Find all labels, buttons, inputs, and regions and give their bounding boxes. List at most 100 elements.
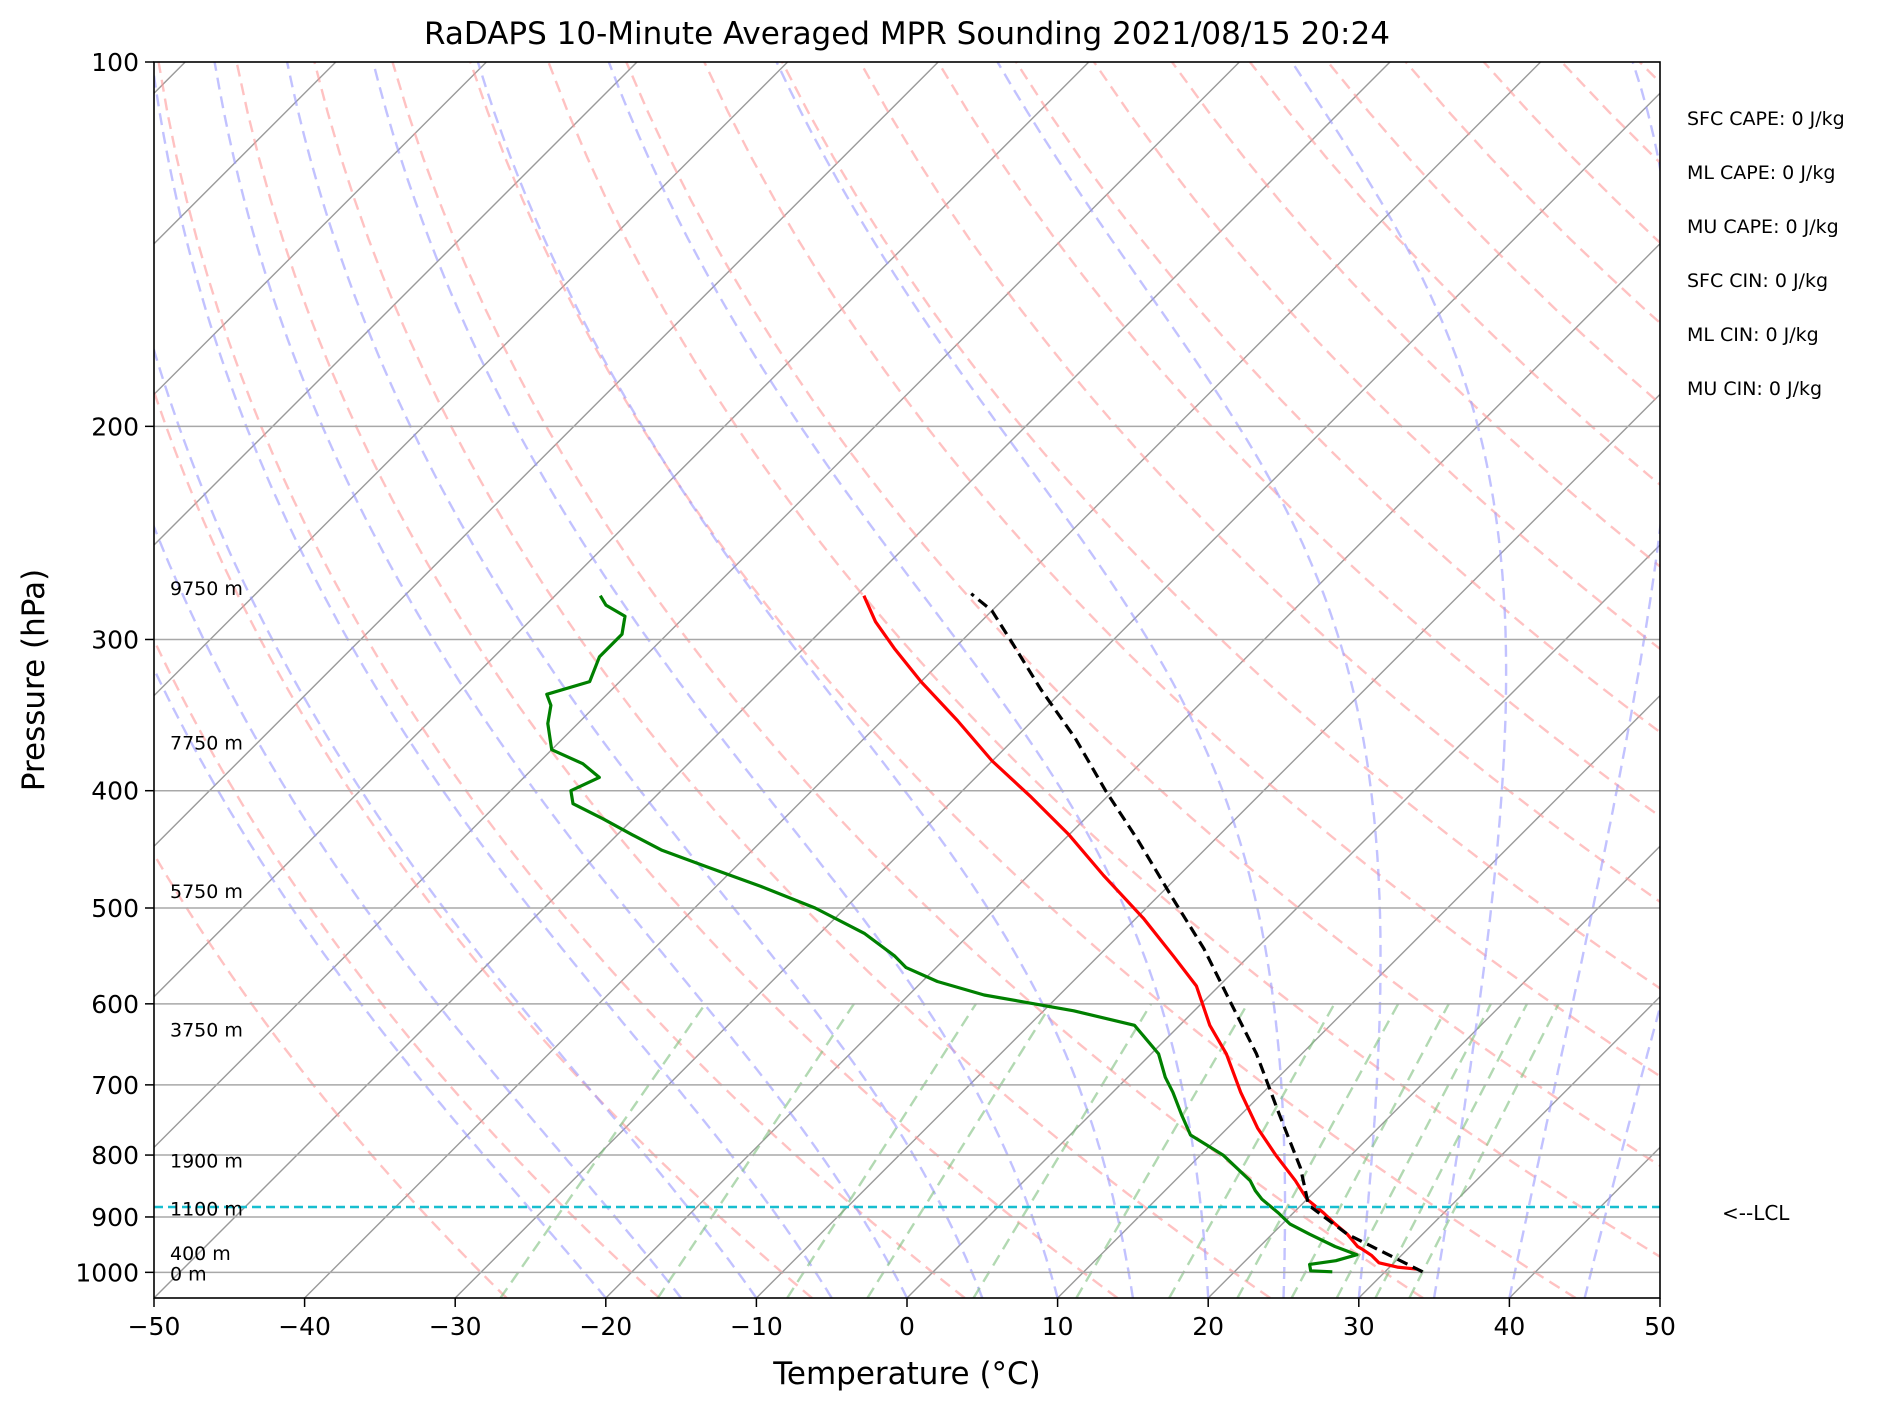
- moist-adiabat-line: [213, 62, 909, 1298]
- dry-adiabat-line: [154, 852, 508, 1298]
- dry-adiabat-line: [154, 387, 813, 1298]
- moist-adiabat-line: [476, 62, 1135, 1298]
- moist-adiabat-line: [154, 666, 607, 1298]
- isotherm-line: [1057, 694, 1660, 1298]
- isotherm-line: [154, 62, 939, 848]
- isotherm-line: [154, 62, 1090, 998]
- x-tick-label: −10: [730, 1312, 783, 1341]
- x-tick-label: −20: [579, 1312, 632, 1341]
- isotherm-line: [454, 92, 1660, 1298]
- moist-adiabat-line: [607, 62, 1210, 1298]
- moist-adiabat-line: [154, 66, 833, 1298]
- x-tick-label: −30: [429, 1312, 482, 1341]
- background-lines: [154, 62, 1660, 1298]
- y-tick-label: 500: [91, 894, 139, 923]
- height-label: 1100 m: [170, 1199, 243, 1221]
- dry-adiabat-line: [1560, 62, 1660, 165]
- x-tick-label: 40: [1493, 1312, 1525, 1341]
- isotherm-line: [154, 62, 1240, 1149]
- y-tick-label: 100: [91, 48, 139, 77]
- moist-adiabat-line: [1583, 1002, 1660, 1298]
- x-tick-label: 50: [1644, 1312, 1676, 1341]
- dry-adiabat-line: [1404, 62, 1660, 325]
- moist-adiabat-line: [154, 523, 683, 1298]
- mixing-ratio-line: [499, 1003, 707, 1298]
- y-tick-label: 900: [91, 1203, 139, 1232]
- dry-adiabat-line: [1093, 62, 1660, 651]
- dry-adiabat-line: [547, 62, 1660, 1259]
- isotherm-line: [1207, 845, 1660, 1298]
- moist-adiabat-line: [1508, 62, 1660, 1298]
- dry-adiabat-line: [391, 62, 1424, 1298]
- isotherm-line: [1358, 995, 1660, 1298]
- y-tick-label: 200: [91, 412, 139, 441]
- dewpoint-line: [545, 594, 1359, 1274]
- moist-adiabat-line: [775, 62, 1287, 1298]
- x-tick-label: −50: [128, 1312, 181, 1341]
- height-label: 9750 m: [170, 578, 243, 600]
- height-label: 1900 m: [170, 1150, 243, 1172]
- x-tick-label: −40: [278, 1312, 331, 1341]
- height-label: 5750 m: [170, 881, 243, 903]
- height-label: 3750 m: [170, 1019, 243, 1041]
- dry-adiabat-line: [469, 62, 1577, 1298]
- parcel-line: [970, 592, 1424, 1274]
- y-axis-ticks: 100 200 300 400 500 600 700 800 900 1000: [75, 48, 154, 1287]
- mixing-ratio-line: [1408, 1003, 1560, 1298]
- x-axis-ticks: −50 −40 −30 −20 −10 0 10 20 30 40 50: [128, 1298, 1676, 1341]
- y-tick-label: 800: [91, 1141, 139, 1170]
- height-label: 400 m: [170, 1243, 231, 1265]
- dry-adiabat-line: [1248, 62, 1660, 487]
- chart-title: RaDAPS 10-Minute Averaged MPR Sounding 2…: [424, 16, 1390, 52]
- isotherm-line: [154, 62, 1391, 1298]
- mixing-ratio-line: [972, 1003, 1153, 1298]
- dry-adiabat-line: [937, 62, 1660, 818]
- dry-adiabat-line: [1638, 62, 1660, 85]
- isotherm-line: [304, 62, 1542, 1298]
- isotherm-line: [154, 62, 638, 546]
- height-label: 0 m: [170, 1263, 207, 1285]
- isotherm-line: [1659, 1297, 1660, 1298]
- moist-adiabat-line: [1290, 62, 1508, 1298]
- mixing-ratio-line: [1374, 1003, 1529, 1298]
- isotherm-line: [755, 393, 1660, 1298]
- mixing-ratio-line: [1335, 1003, 1492, 1298]
- temperature-line: [862, 595, 1418, 1271]
- mixing-ratio-line: [866, 1003, 1053, 1298]
- y-tick-label: 700: [91, 1071, 139, 1100]
- index-text: ML CIN: 0 J/kg: [1687, 324, 1819, 346]
- lcl-label: <--LCL: [1722, 1201, 1790, 1225]
- index-text: MU CAPE: 0 J/kg: [1687, 216, 1839, 238]
- dry-adiabat-line: [703, 62, 1660, 1078]
- x-tick-label: 20: [1192, 1312, 1224, 1341]
- y-tick-label: 600: [91, 990, 139, 1019]
- dry-adiabat-line: [1326, 62, 1660, 406]
- moist-adiabat-line: [154, 345, 758, 1298]
- y-tick-label: 400: [91, 777, 139, 806]
- dry-adiabat-line: [154, 637, 661, 1298]
- pressure-gridlines: [154, 425, 1660, 1274]
- dry-adiabat-line: [859, 62, 1660, 904]
- moist-adiabat-line: [996, 62, 1382, 1298]
- dry-adiabat-line: [781, 62, 1660, 990]
- index-text: MU CIN: 0 J/kg: [1687, 378, 1823, 400]
- mixing-ratio-line: [1236, 1003, 1400, 1298]
- isotherm-line: [1508, 1146, 1660, 1298]
- height-label: 7750 m: [170, 733, 243, 755]
- x-tick-label: 30: [1343, 1312, 1375, 1341]
- x-tick-label: 10: [1042, 1312, 1074, 1341]
- x-tick-label: 0: [899, 1312, 915, 1341]
- height-labels: 9750 m 7750 m 5750 m 3750 m 1900 m 1100 m 400 …: [170, 578, 243, 1285]
- isotherm-line: [154, 62, 789, 697]
- moist-adiabat-line: [371, 62, 1059, 1298]
- dry-adiabat-line: [313, 62, 1271, 1298]
- mixing-ratio-line: [656, 1003, 855, 1298]
- sounding-traces: [545, 592, 1424, 1274]
- index-text: SFC CIN: 0 J/kg: [1687, 270, 1829, 292]
- y-tick-label: 300: [91, 625, 139, 654]
- index-text: ML CAPE: 0 J/kg: [1687, 162, 1836, 184]
- mixing-ratio-line: [1290, 1003, 1450, 1298]
- isotherm-line: [605, 242, 1660, 1298]
- moist-adiabat-line: [285, 62, 984, 1298]
